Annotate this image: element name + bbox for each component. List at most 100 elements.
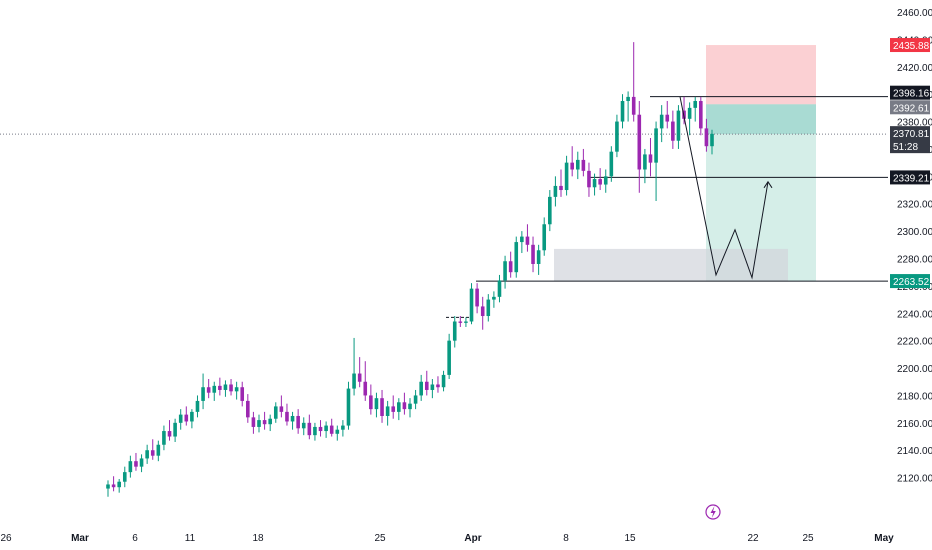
- candle: [251, 411, 256, 434]
- price-labels: 2435.88 2398.16 2392.61 2370.81 51:28 2339.21…: [890, 38, 930, 289]
- candle-body: [301, 422, 306, 429]
- candle-body: [469, 288, 474, 322]
- candle-body: [447, 340, 451, 375]
- candle: [570, 146, 574, 177]
- candle: [710, 129, 714, 155]
- candle: [145, 444, 149, 464]
- candle: [441, 370, 446, 392]
- candle-body: [464, 321, 468, 323]
- candle: [296, 409, 300, 434]
- price-label: 2370.81: [890, 126, 930, 141]
- candle-body: [503, 261, 507, 281]
- candle-body: [139, 458, 144, 467]
- price-label-text: 2398.16: [893, 89, 930, 100]
- y-axis: 2460.002440.002420.002400.002380.002360.…: [897, 8, 932, 485]
- candle-body: [430, 384, 435, 390]
- candle: [497, 274, 502, 303]
- candle-body: [212, 385, 217, 393]
- candle-body: [458, 321, 463, 323]
- candle-body: [419, 381, 423, 396]
- candle-body: [318, 426, 323, 432]
- candle: [240, 381, 245, 407]
- candle-body: [134, 461, 138, 467]
- price-label-bg: [890, 274, 930, 289]
- candle: [402, 392, 407, 415]
- x-tick-label: Apr: [464, 533, 481, 544]
- candle-body: [564, 162, 569, 191]
- candle-body: [548, 196, 552, 225]
- candle: [536, 244, 541, 275]
- candle: [475, 283, 479, 314]
- candle: [531, 236, 535, 273]
- candle-body: [273, 406, 278, 419]
- candle: [430, 379, 435, 399]
- candle: [480, 296, 485, 330]
- candle-body: [251, 417, 256, 427]
- candle-body: [290, 415, 295, 422]
- candle-body: [497, 280, 502, 297]
- candle-body: [313, 426, 317, 436]
- candle: [609, 146, 614, 182]
- candle-body: [542, 224, 547, 251]
- candle-body: [218, 385, 222, 390]
- candle-body: [324, 425, 328, 432]
- price-label: 2392.61: [890, 100, 930, 115]
- candle-body: [341, 425, 345, 430]
- candle-body: [329, 425, 334, 434]
- candle-body: [475, 288, 479, 307]
- x-tick-label: 25: [374, 533, 386, 544]
- candle-body: [520, 236, 524, 243]
- candle: [363, 361, 368, 401]
- price-label-text: 2435.88: [893, 41, 930, 52]
- price-label: 2398.16: [890, 85, 930, 100]
- candle: [603, 169, 608, 193]
- x-tick-label: 11: [185, 533, 196, 544]
- candle-body: [536, 250, 541, 264]
- candle-body: [173, 422, 177, 437]
- candle: [665, 101, 670, 129]
- candle-body: [262, 420, 267, 425]
- price-label: 2435.88: [890, 38, 930, 53]
- candle: [424, 370, 429, 396]
- candle: [122, 466, 127, 488]
- y-tick-label: 2200.00: [897, 364, 932, 375]
- candle: [229, 379, 233, 396]
- price-label-text: 2392.61: [893, 103, 930, 114]
- candle-body: [620, 101, 625, 122]
- candle-body: [279, 406, 284, 412]
- candle-body: [352, 373, 356, 389]
- candles-layer: [106, 42, 714, 497]
- candle-body: [648, 154, 653, 163]
- lightning-bolt: [710, 506, 716, 518]
- candle-body: [145, 450, 149, 459]
- candle: [659, 105, 664, 143]
- candle-body: [268, 418, 272, 425]
- candle-body: [184, 414, 189, 422]
- candle-body: [609, 151, 614, 177]
- candle-body: [346, 388, 351, 426]
- candle: [464, 317, 468, 327]
- candle: [419, 374, 423, 401]
- y-tick-label: 2280.00: [897, 255, 932, 266]
- y-tick-label: 2460.00: [897, 8, 932, 19]
- candle-body: [363, 381, 368, 396]
- candle: [279, 395, 284, 418]
- candle-body: [307, 422, 312, 436]
- candle-body: [246, 400, 250, 418]
- candle: [195, 395, 200, 418]
- y-tick-label: 2140.00: [897, 446, 932, 457]
- candle-body: [508, 261, 513, 273]
- candle-body: [486, 299, 491, 317]
- candle-body: [603, 176, 608, 185]
- x-tick-label: May: [874, 533, 894, 544]
- candle: [687, 102, 692, 136]
- candle: [564, 155, 569, 196]
- candle-body: [665, 114, 670, 122]
- candle-body: [385, 406, 390, 416]
- candle-body: [402, 402, 407, 410]
- candle: [598, 168, 602, 191]
- stop-loss-zone: [706, 45, 816, 105]
- candle: [167, 420, 172, 441]
- candle-body: [480, 306, 485, 317]
